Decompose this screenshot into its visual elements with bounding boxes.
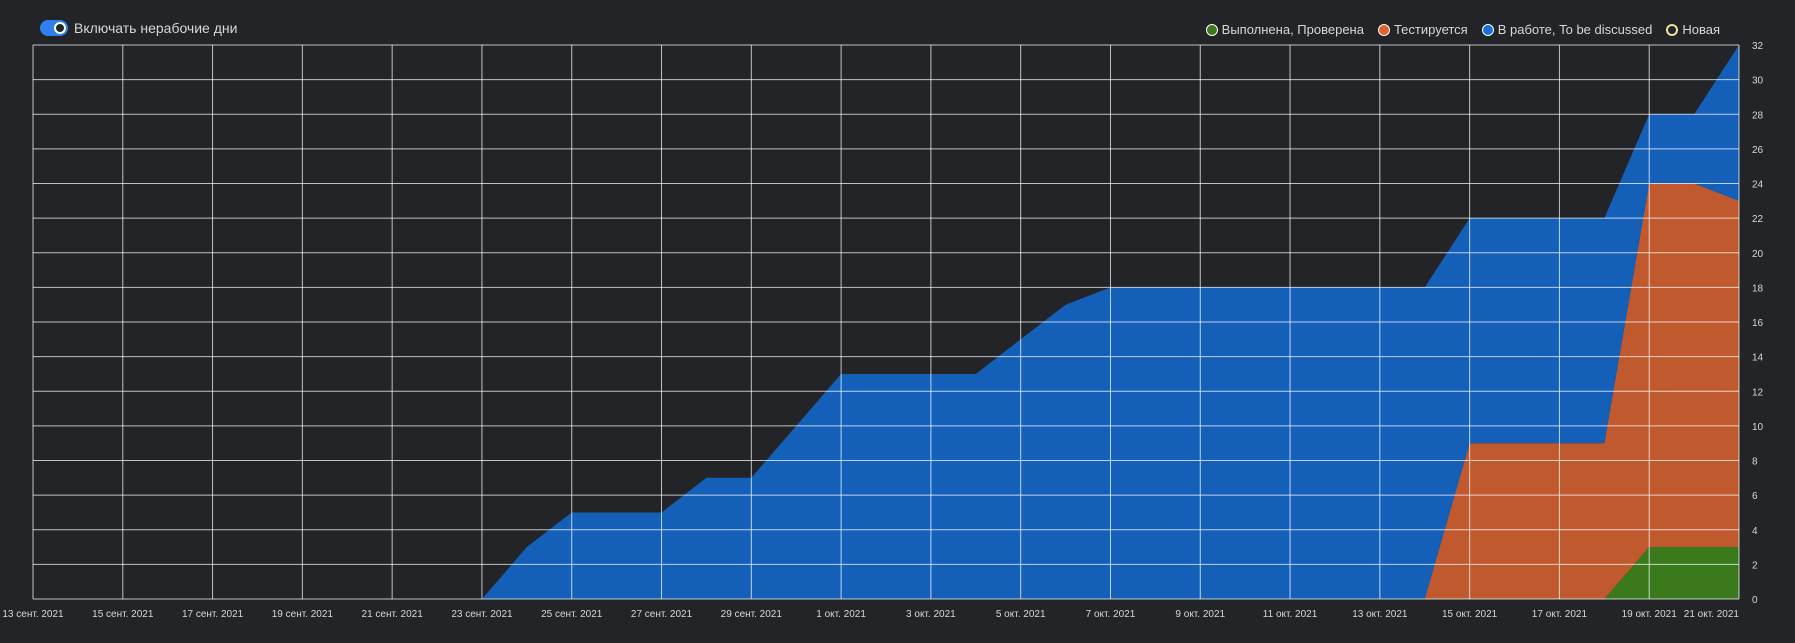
x-tick-label: 23 сент. 2021 [451, 609, 513, 620]
x-tick-label: 1 окт. 2021 [816, 609, 866, 620]
y-tick-label: 32 [1752, 41, 1764, 52]
y-tick-label: 16 [1752, 318, 1764, 329]
chart-grid [32, 44, 1740, 600]
x-tick-label: 19 сент. 2021 [272, 609, 334, 620]
x-tick-label: 19 окт. 2021 [1622, 609, 1678, 620]
x-tick-label: 5 окт. 2021 [996, 609, 1046, 620]
x-tick-label: 15 сент. 2021 [92, 609, 154, 620]
x-tick-label: 11 окт. 2021 [1263, 609, 1318, 620]
y-tick-label: 20 [1752, 249, 1764, 260]
y-tick-label: 0 [1752, 595, 1758, 606]
legend-item-in-progress[interactable]: В работе, To be discussed [1481, 22, 1653, 37]
legend-label-testing: Тестируется [1393, 22, 1468, 37]
legend-item-done[interactable]: Выполнена, Проверена [1205, 22, 1364, 37]
nonworking-days-toggle-wrap: Включать нерабочие дни [40, 20, 237, 36]
x-tick-label: 13 окт. 2021 [1352, 609, 1408, 620]
x-tick-label: 17 сент. 2021 [182, 609, 244, 620]
y-tick-label: 18 [1752, 283, 1764, 294]
legend-label-new: Новая [1682, 22, 1720, 37]
y-tick-label: 30 [1752, 76, 1764, 87]
y-tick-label: 12 [1752, 387, 1764, 398]
chart-legend: Выполнена, Проверена Тестируется В работ… [1205, 22, 1720, 37]
x-tick-label: 13 сент. 2021 [2, 609, 64, 620]
legend-label-in-progress: В работе, To be discussed [1497, 22, 1653, 37]
y-tick-label: 4 [1752, 526, 1758, 537]
toggle-knob [54, 22, 66, 34]
x-tick-label: 25 сент. 2021 [541, 609, 603, 620]
y-tick-label: 6 [1752, 491, 1758, 502]
x-tick-label: 21 окт. 2021 [1684, 609, 1740, 620]
y-tick-label: 2 [1752, 560, 1758, 571]
x-tick-label: 29 сент. 2021 [721, 609, 783, 620]
orange-dot-icon [1377, 23, 1390, 36]
legend-item-new[interactable]: Новая [1666, 22, 1720, 37]
y-tick-label: 10 [1752, 422, 1764, 433]
legend-item-testing[interactable]: Тестируется [1377, 22, 1468, 37]
y-tick-label: 26 [1752, 145, 1764, 156]
x-tick-label: 3 окт. 2021 [906, 609, 956, 620]
nonworking-days-toggle[interactable] [40, 20, 68, 36]
y-tick-label: 28 [1752, 110, 1764, 121]
y-tick-label: 22 [1752, 214, 1764, 225]
yellow-ring-icon [1666, 23, 1679, 36]
legend-label-done: Выполнена, Проверена [1221, 22, 1364, 37]
x-tick-label: 7 окт. 2021 [1086, 609, 1136, 620]
x-tick-label: 9 окт. 2021 [1175, 609, 1225, 620]
blue-dot-icon [1481, 23, 1494, 36]
y-tick-label: 14 [1752, 353, 1764, 364]
x-tick-label: 15 окт. 2021 [1442, 609, 1498, 620]
y-tick-label: 24 [1752, 180, 1764, 191]
green-dot-icon [1205, 23, 1218, 36]
x-tick-label: 21 сент. 2021 [362, 609, 424, 620]
y-tick-label: 8 [1752, 457, 1758, 468]
x-tick-label: 17 окт. 2021 [1532, 609, 1588, 620]
area-series-1 [33, 183, 1739, 599]
x-tick-label: 27 сент. 2021 [631, 609, 693, 620]
nonworking-days-label: Включать нерабочие дни [74, 20, 238, 36]
